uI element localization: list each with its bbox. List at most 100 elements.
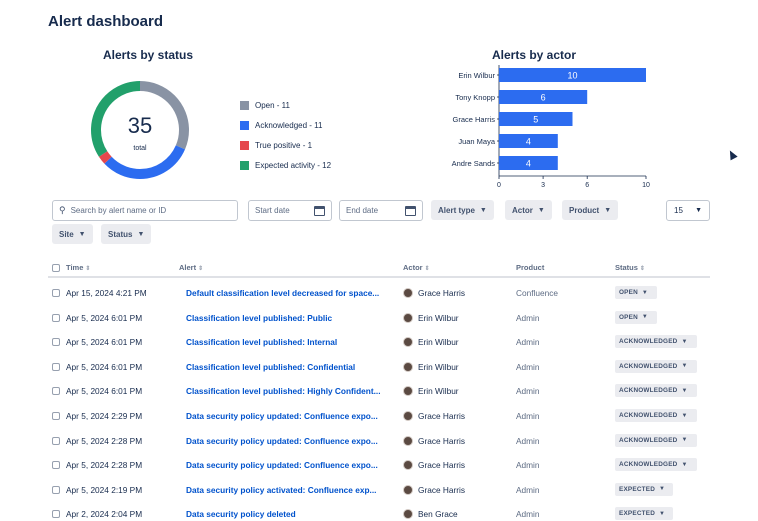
actor-name: Grace Harris — [418, 288, 466, 298]
y-tick-label: Tony Knopp — [455, 93, 495, 102]
select-all-checkbox[interactable] — [52, 264, 60, 272]
y-tick-label: Andre Sands — [452, 159, 496, 168]
column-header-alert[interactable]: Alert ⇕ — [179, 263, 203, 272]
avatar — [403, 411, 413, 421]
donut-slice-acknowledged — [91, 81, 189, 179]
x-tick-label: 6 — [585, 182, 589, 189]
alert-link[interactable]: Data security policy updated: Confluence… — [186, 460, 378, 471]
alert-link[interactable]: Data security policy updated: Confluence… — [186, 411, 378, 421]
status-dropdown[interactable]: OPEN ▼ — [615, 286, 657, 299]
x-tick-label: 3 — [541, 182, 545, 189]
row-time: Apr 5, 2024 6:01 PM — [66, 361, 143, 372]
table-row[interactable]: Apr 2, 2024 2:04 PM Data security policy … — [48, 502, 710, 521]
row-checkbox[interactable] — [52, 289, 60, 297]
x-tick-label: 0 — [497, 182, 501, 189]
chevron-down-icon: ▼ — [659, 486, 666, 493]
status-dropdown[interactable]: ACKNOWLEDGED ▼ — [615, 335, 697, 349]
avatar — [403, 361, 413, 372]
start-date-field[interactable]: Start date — [248, 200, 332, 221]
row-actor: Erin Wilbur — [403, 337, 459, 348]
status-dropdown[interactable]: EXPECTED ▼ — [615, 482, 673, 496]
row-checkbox[interactable] — [52, 412, 60, 420]
chevron-down-icon: ▼ — [659, 510, 666, 517]
alert-link[interactable]: Data security policy deleted — [186, 509, 296, 520]
start-date-placeholder: Start date — [255, 206, 290, 215]
status-legend: Open - 11 Acknowledged - 11 True positiv… — [240, 95, 331, 175]
page-size-value: 15 — [674, 206, 683, 215]
actor-name: Erin Wilbur — [418, 386, 459, 397]
site-filter[interactable]: Site ▼ — [52, 224, 93, 244]
row-time: Apr 5, 2024 2:29 PM — [66, 411, 143, 421]
status-lozenge-label: ACKNOWLEDGED — [619, 461, 678, 469]
donut-total-label: total — [133, 145, 147, 152]
column-header-status[interactable]: Status ⇕ — [615, 263, 645, 272]
alert-link[interactable]: Classification level published: Internal — [186, 337, 338, 348]
y-tick-label: Erin Wilbur — [458, 71, 495, 80]
table-row[interactable]: Apr 5, 2024 2:28 PM Data security policy … — [48, 453, 710, 477]
column-header-time[interactable]: Time ⇕ — [66, 263, 90, 272]
actor-filter[interactable]: Actor ▼ — [505, 200, 552, 220]
row-checkbox[interactable] — [52, 510, 60, 519]
row-actor: Erin Wilbur — [403, 386, 459, 397]
row-time: Apr 5, 2024 2:19 PM — [66, 484, 143, 495]
status-lozenge-label: OPEN — [619, 289, 638, 296]
table-row[interactable]: Apr 5, 2024 6:01 PM Classification level … — [48, 330, 710, 354]
row-checkbox[interactable] — [52, 485, 60, 494]
status-lozenge-label: EXPECTED — [619, 485, 656, 493]
status-dropdown[interactable]: ACKNOWLEDGED ▼ — [615, 359, 697, 373]
status-dropdown[interactable]: ACKNOWLEDGED ▼ — [615, 433, 697, 447]
row-checkbox[interactable] — [52, 338, 60, 347]
table-row[interactable]: Apr 5, 2024 2:29 PM Data security policy … — [48, 404, 710, 428]
search-input[interactable]: ⚲ Search by alert name or ID — [52, 200, 238, 221]
actor-name: Grace Harris — [418, 435, 466, 446]
column-header-actor[interactable]: Actor ⇕ — [403, 263, 430, 272]
legend-item-acknowledged: Acknowledged - 11 — [240, 115, 331, 135]
row-actor: Grace Harris — [403, 288, 465, 298]
row-time: Apr 5, 2024 6:01 PM — [66, 386, 143, 397]
table-row[interactable]: Apr 5, 2024 6:01 PM Classification level … — [48, 306, 710, 330]
row-actor: Grace Harris — [403, 460, 465, 471]
row-time: Apr 5, 2024 6:01 PM — [66, 337, 143, 348]
table-row[interactable]: Apr 5, 2024 6:01 PM Classification level … — [48, 379, 710, 403]
status-dropdown[interactable]: ACKNOWLEDGED ▼ — [615, 409, 697, 422]
table-row[interactable]: Apr 5, 2024 2:28 PM Data security policy … — [48, 429, 710, 453]
actor-name: Erin Wilbur — [418, 361, 459, 372]
status-filter-label: Status — [108, 229, 133, 239]
alert-link[interactable]: Data security policy updated: Confluence… — [186, 435, 378, 446]
bar-grace-harris — [499, 112, 573, 126]
avatar — [403, 312, 413, 323]
alert-link[interactable]: Default classification level decreased f… — [186, 288, 380, 298]
page-size-select[interactable]: 15 ▼ — [666, 200, 710, 221]
alert-link[interactable]: Classification level published: Public — [186, 312, 333, 323]
alert-type-filter[interactable]: Alert type ▼ — [431, 200, 494, 220]
status-dropdown[interactable]: ACKNOWLEDGED ▼ — [615, 458, 697, 472]
status-dropdown[interactable]: OPEN ▼ — [615, 310, 657, 324]
alert-link[interactable]: Classification level published: Highly C… — [186, 386, 381, 397]
status-dropdown[interactable]: EXPECTED ▼ — [615, 507, 673, 521]
row-checkbox[interactable] — [52, 313, 60, 322]
actor-name: Erin Wilbur — [418, 312, 459, 323]
status-filter[interactable]: Status ▼ — [101, 224, 152, 244]
row-checkbox[interactable] — [52, 461, 60, 470]
status-dropdown[interactable]: ACKNOWLEDGED ▼ — [615, 384, 697, 398]
chevron-down-icon: ▼ — [641, 314, 649, 321]
actor-name: Grace Harris — [418, 484, 466, 495]
calendar-icon[interactable] — [405, 205, 416, 216]
avatar — [403, 337, 413, 348]
row-checkbox[interactable] — [52, 362, 60, 371]
table-row[interactable]: Apr 5, 2024 6:01 PM Classification level … — [48, 355, 710, 379]
end-date-field[interactable]: End date — [339, 200, 423, 221]
chevron-down-icon: ▼ — [604, 206, 612, 214]
calendar-icon[interactable] — [314, 205, 325, 216]
alert-link[interactable]: Data security policy activated: Confluen… — [186, 484, 377, 495]
row-time: Apr 5, 2024 2:28 PM — [66, 460, 143, 471]
status-lozenge-label: ACKNOWLEDGED — [619, 387, 678, 395]
table-row[interactable]: Apr 5, 2024 2:19 PM Data security policy … — [48, 478, 710, 502]
row-checkbox[interactable] — [52, 436, 60, 445]
table-row[interactable]: Apr 15, 2024 4:21 PM Default classificati… — [48, 281, 710, 305]
alert-link[interactable]: Classification level published: Confiden… — [186, 361, 356, 372]
row-checkbox[interactable] — [52, 387, 60, 396]
product-filter[interactable]: Product ▼ — [562, 200, 619, 220]
chevron-down-icon: ▼ — [137, 230, 145, 238]
actor-name: Grace Harris — [418, 411, 466, 421]
